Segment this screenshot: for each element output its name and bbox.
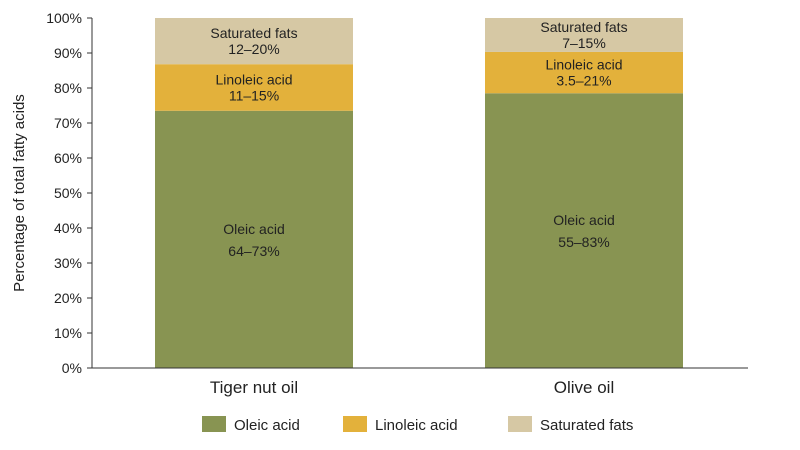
x-tick-label: Olive oil — [554, 378, 614, 397]
y-axis-label: Percentage of total fatty acids — [11, 94, 28, 292]
segment-label-range: 11–15% — [229, 87, 279, 103]
y-tick-label: 20% — [54, 290, 82, 306]
legend-swatch-saturated — [508, 416, 532, 432]
segment-label-range: 7–15% — [562, 35, 606, 51]
bars-layer — [155, 18, 683, 368]
segment-label-name: Linoleic acid — [545, 57, 622, 73]
bar-segment-linoleic-1 — [485, 51, 683, 94]
legend-swatch-oleic — [202, 416, 226, 432]
legend-swatch-linoleic — [343, 416, 367, 432]
legend: Oleic acid Linoleic acid Saturated fats — [202, 416, 633, 434]
y-tick-label: 90% — [54, 45, 82, 61]
bar-segment-saturated-0 — [155, 18, 353, 65]
segment-label-name: Linoleic acid — [215, 71, 292, 87]
bar-segment-oleic-0 — [155, 110, 353, 368]
y-tick-label: 70% — [54, 115, 82, 131]
segment-label-name: Oleic acid — [553, 212, 614, 228]
segment-label-name: Oleic acid — [223, 221, 284, 237]
bar-segment-linoleic-0 — [155, 64, 353, 111]
segment-label-range: 12–20% — [228, 41, 279, 57]
bar-segment-oleic-1 — [485, 93, 683, 368]
y-tick-label: 0% — [62, 360, 82, 376]
y-tick-label: 10% — [54, 325, 82, 341]
segment-label-range: 3.5–21% — [556, 73, 611, 89]
segment-label-name: Saturated fats — [540, 19, 627, 35]
legend-label: Saturated fats — [540, 417, 633, 434]
y-tick-label: 100% — [46, 10, 82, 26]
y-tick-label: 40% — [54, 220, 82, 236]
x-tick-label: Tiger nut oil — [210, 378, 298, 397]
y-tick-label: 50% — [54, 185, 82, 201]
y-tick-label: 80% — [54, 80, 82, 96]
bar-segment-saturated-1 — [485, 18, 683, 52]
y-tick-label: 60% — [54, 150, 82, 166]
legend-label: Linoleic acid — [375, 417, 458, 434]
segment-label-name: Saturated fats — [210, 25, 297, 41]
segment-label-range: 55–83% — [558, 234, 609, 250]
y-tick-label: 30% — [54, 255, 82, 271]
legend-label: Oleic acid — [234, 417, 300, 434]
axes-layer: Tiger nut oil Olive oil 0% 10% 20% 30% 40% 50% 6… — [46, 10, 748, 397]
segment-label-range: 64–73% — [228, 243, 279, 259]
